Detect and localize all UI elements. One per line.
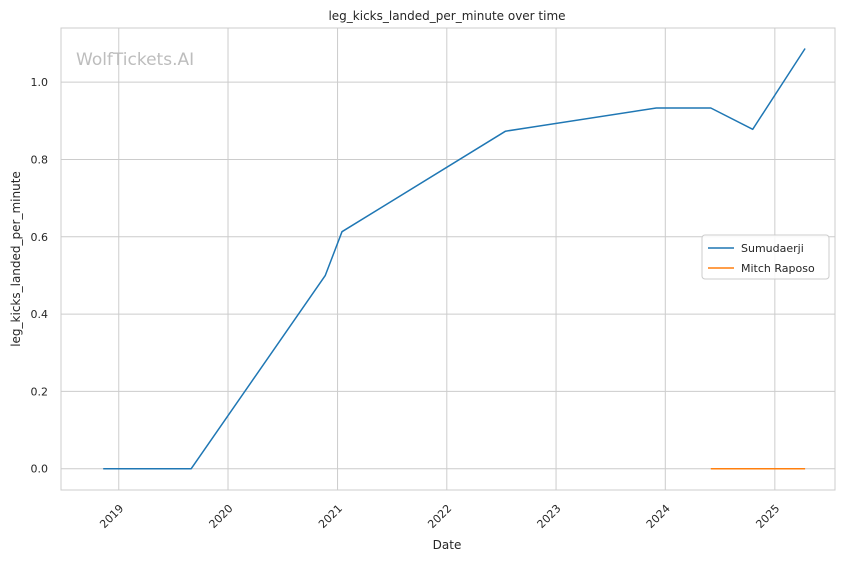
x-axis-label: Date — [433, 538, 462, 552]
chart-title: leg_kicks_landed_per_minute over time — [328, 9, 565, 23]
legend-label-sumudaerji: Sumudaerji — [741, 242, 804, 255]
series-layer — [103, 48, 806, 470]
plot-frame — [60, 27, 836, 491]
y-tick-label: 0.8 — [31, 153, 49, 166]
y-tick-label: 0.2 — [31, 385, 49, 398]
legend: Sumudaerji Mitch Raposo — [701, 234, 830, 280]
legend-label-mitch-raposo: Mitch Raposo — [741, 262, 815, 275]
y-axis-ticks: 0.0 0.2 0.4 0.6 0.8 1.0 — [31, 76, 49, 476]
y-tick-label: 0.4 — [31, 308, 49, 321]
y-tick-label: 0.6 — [31, 231, 49, 244]
y-axis-label: leg_kicks_landed_per_minute — [9, 171, 23, 347]
series-line-sumudaerji — [103, 48, 806, 470]
y-tick-label: 0.0 — [31, 463, 49, 476]
grid — [61, 28, 835, 490]
y-tick-label: 1.0 — [31, 76, 49, 89]
watermark: WolfTickets.AI — [76, 50, 194, 70]
